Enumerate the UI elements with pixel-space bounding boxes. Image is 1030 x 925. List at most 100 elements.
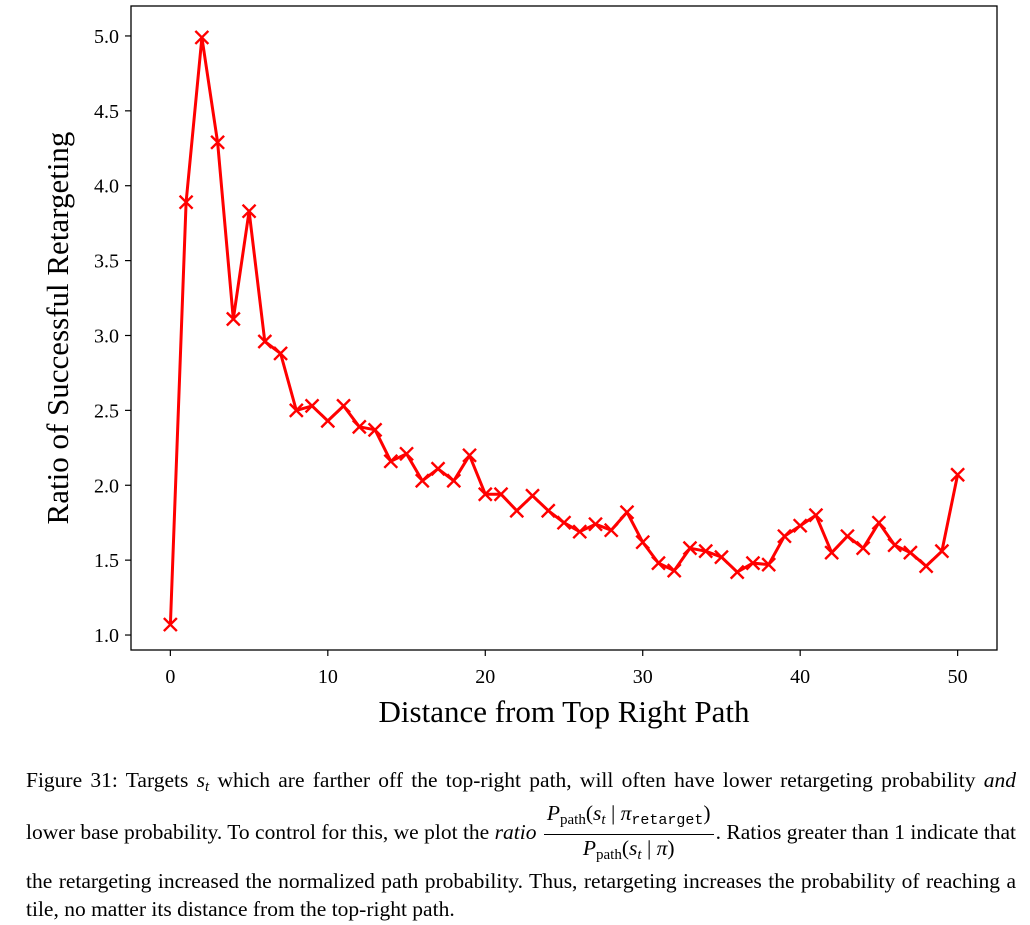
- data-point-marker: [288, 403, 304, 418]
- series-markers: [163, 30, 965, 632]
- num-pi: π: [620, 801, 632, 825]
- data-point-marker: [210, 134, 225, 150]
- data-point-marker: [320, 413, 336, 429]
- data-point-marker: [556, 515, 572, 531]
- data-point-marker: [540, 503, 556, 519]
- data-point-marker: [525, 488, 540, 504]
- caption-period: .: [715, 819, 721, 844]
- caption-paragraph: Figure 31: Targets st which are farther …: [26, 766, 1016, 923]
- num-s: s: [593, 801, 602, 825]
- data-point-marker: [840, 528, 855, 544]
- num-retarget: retarget: [631, 812, 704, 829]
- y-tick-label: 4.0: [94, 176, 119, 198]
- data-point-marker: [871, 515, 887, 531]
- data-point-marker: [824, 545, 840, 560]
- y-tick-label: 1.0: [94, 625, 119, 647]
- data-point-marker: [714, 549, 729, 565]
- data-point-marker: [446, 473, 462, 489]
- data-point-marker: [304, 398, 320, 414]
- num-path: path: [560, 812, 586, 828]
- data-point-marker: [225, 311, 241, 327]
- den-t: t: [637, 847, 642, 863]
- den-bar: |: [646, 836, 652, 860]
- data-point-marker: [950, 467, 965, 483]
- caption-and: and: [983, 768, 1017, 792]
- data-point-marker: [493, 486, 509, 502]
- data-point-marker: [651, 555, 666, 571]
- x-axis-ticks: 0 10 20 30 40 50: [165, 650, 968, 688]
- data-point-marker: [918, 558, 934, 574]
- caption-text-2: which are farther off the top-right path…: [217, 768, 976, 792]
- data-point-marker: [194, 30, 210, 45]
- x-tick-label: 20: [475, 666, 495, 688]
- data-point-marker: [572, 524, 588, 540]
- caption-var-s: s: [196, 768, 205, 792]
- data-point-marker: [163, 617, 178, 632]
- data-point-marker: [635, 534, 651, 550]
- den-P: P: [582, 836, 597, 860]
- data-point-marker: [509, 503, 525, 519]
- line-chart: 0 10 20 30 40 50 1.01.52.02.53.03.54.04.55.0 …: [40, 5, 998, 729]
- data-point-marker: [178, 194, 194, 210]
- num-t: t: [601, 812, 606, 828]
- data-point-marker: [588, 516, 603, 532]
- figure-label: Figure 31:: [26, 768, 118, 792]
- data-point-marker: [399, 446, 414, 462]
- data-point-marker: [430, 461, 446, 477]
- data-point-marker: [351, 419, 367, 435]
- y-axis-ticks: 1.0 1.5 2.0 2.5 3.0 3.5 4.0 4.5 5.0: [94, 26, 131, 647]
- den-s: s: [629, 836, 638, 860]
- caption-text-4: Ratios greater than 1 indicate that the …: [26, 819, 1017, 921]
- y-tick-label: 2.0: [94, 475, 119, 497]
- data-point-marker: [383, 453, 399, 469]
- y-tick-label: 3.0: [94, 325, 119, 347]
- x-tick-label: 50: [948, 666, 968, 688]
- y-tick-label: 5.0: [94, 26, 119, 48]
- caption-text-3: lower base probability. To control for t…: [26, 819, 490, 844]
- data-point-marker: [477, 486, 493, 502]
- num-P: P: [546, 801, 561, 825]
- data-point-marker: [257, 334, 273, 349]
- x-tick-label: 30: [633, 666, 653, 688]
- data-point-marker: [666, 563, 682, 578]
- plot-frame: [130, 5, 998, 651]
- data-point-marker: [903, 545, 918, 560]
- x-axis-label: Distance from Top Right Path: [379, 694, 750, 729]
- data-point-marker: [619, 504, 635, 520]
- y-axis-label: Ratio of Successful Retargeting: [40, 132, 75, 525]
- data-point-marker: [887, 537, 903, 553]
- num-bar: |: [610, 801, 616, 825]
- data-point-marker: [462, 447, 477, 463]
- den-path: path: [596, 847, 622, 863]
- data-point-marker: [777, 528, 792, 544]
- data-point-marker: [367, 422, 383, 438]
- x-tick-label: 10: [318, 666, 338, 688]
- data-point-marker: [414, 473, 430, 489]
- data-point-marker: [808, 507, 824, 523]
- series-line: [168, 36, 960, 625]
- y-tick-label: 4.5: [94, 101, 119, 123]
- data-point-marker: [336, 398, 351, 414]
- data-point-marker: [761, 557, 777, 572]
- den-pi: π: [656, 836, 668, 860]
- data-point-marker: [241, 203, 257, 219]
- y-tick-label: 1.5: [94, 550, 119, 572]
- fraction-denominator: Ppath(st | π): [582, 836, 675, 863]
- caption-text-1: Targets: [125, 768, 189, 792]
- data-point-marker: [792, 518, 808, 534]
- fraction-numerator: Ppath(st | πretarget): [543, 801, 714, 835]
- data-point-marker: [729, 564, 745, 580]
- data-point-marker: [855, 540, 871, 556]
- ratio-fraction: Ppath(st | πretarget) Ppath(st | π): [543, 801, 714, 867]
- y-tick-label: 2.5: [94, 400, 119, 422]
- data-point-marker: [682, 540, 698, 556]
- data-point-marker: [273, 346, 288, 361]
- data-point-marker: [603, 522, 619, 538]
- x-tick-label: 40: [790, 666, 810, 688]
- y-tick-label: 3.5: [94, 251, 119, 273]
- data-point-marker: [934, 543, 950, 559]
- data-point-marker: [698, 543, 714, 559]
- caption-ratio: ratio: [494, 819, 537, 844]
- x-tick-label: 0: [165, 666, 175, 688]
- caption-var-t: t: [205, 779, 210, 795]
